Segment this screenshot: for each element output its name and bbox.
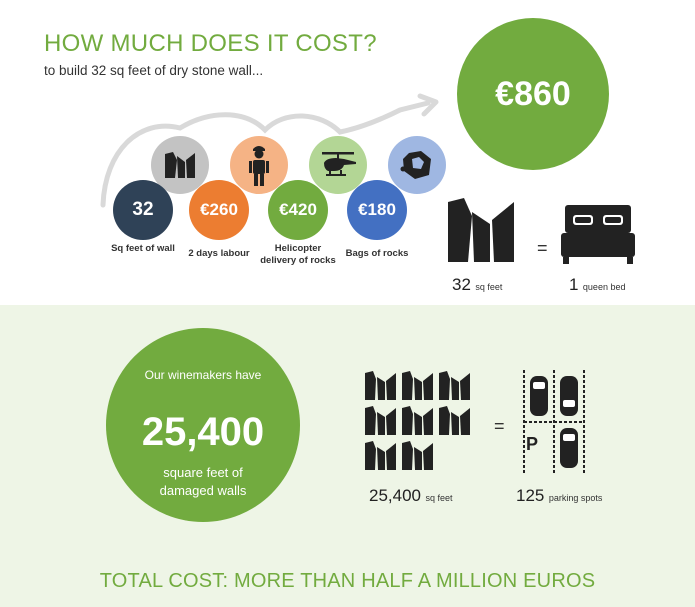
- wall-icon: [165, 152, 195, 178]
- helicopter-icon: [322, 152, 356, 176]
- damage-circle: [106, 328, 300, 522]
- equals-sign-2: =: [494, 416, 505, 436]
- damage-line1: Our winemakers have: [144, 368, 262, 382]
- wall-icon-large: [448, 198, 514, 262]
- step-label-helicopter-line1: Helicopter: [274, 243, 322, 254]
- equiv1-left-caption: 32 sq feet: [452, 275, 502, 295]
- progress-arc: [100, 93, 439, 208]
- damage-line3: damaged walls: [159, 483, 247, 498]
- worker-icon: [249, 146, 269, 186]
- equiv2-right-number: 125: [516, 486, 545, 505]
- parking-letter: P: [526, 434, 539, 454]
- page-subtitle: to build 32 sq feet of dry stone wall...: [44, 63, 264, 78]
- step-circle-helicopter: €420: [268, 180, 328, 240]
- step-circle-rocks: €180: [347, 180, 407, 240]
- equiv2-left-number: 25,400: [369, 486, 421, 505]
- damage-line2: square feet of: [163, 465, 243, 480]
- equiv1-right-number: 1: [569, 275, 579, 294]
- wall-icon-circle: [151, 136, 209, 194]
- helicopter-icon-circle: [309, 136, 367, 194]
- rock-bag-icon: [400, 151, 431, 179]
- equiv1-right-caption: 1 queen bed: [569, 275, 625, 295]
- equiv2-left-caption: 25,400 sq feet: [369, 486, 452, 506]
- equiv1-right-unit: queen bed: [582, 282, 626, 292]
- equals-sign-1: =: [537, 238, 548, 258]
- equiv2-right-caption: 125 parking spots: [516, 486, 602, 506]
- step-label-sqft: Sq feet of wall: [111, 243, 175, 254]
- step-circle-labour: €260: [189, 180, 249, 240]
- damage-section: [0, 305, 695, 607]
- equiv1-left-unit: sq feet: [475, 282, 503, 292]
- damage-number: 25,400: [141, 410, 265, 454]
- step-label-helicopter-line2: delivery of rocks: [260, 255, 336, 266]
- rock-bag-icon-circle: [388, 136, 446, 194]
- equiv2-right-unit: parking spots: [548, 493, 603, 503]
- page-title: HOW MUCH DOES IT COST?: [44, 30, 377, 57]
- step-circle-sqft: 32: [113, 180, 173, 240]
- parking-lot-icon: [523, 370, 585, 474]
- equiv1-left-number: 32: [452, 275, 471, 294]
- total-price-circle: €860: [457, 18, 609, 170]
- worker-icon-circle: [230, 136, 288, 194]
- step-label-labour: 2 days labour: [188, 248, 250, 259]
- step-label-helicopter: Helicopter delivery of rocks: [253, 243, 343, 267]
- queen-bed-icon: [561, 205, 635, 264]
- step-label-rocks: Bags of rocks: [345, 248, 409, 259]
- wall-grid-icon: [365, 371, 470, 470]
- equiv2-left-unit: sq feet: [425, 493, 453, 503]
- total-cost-footer: TOTAL COST: MORE THAN HALF A MILLION EUR…: [99, 570, 596, 592]
